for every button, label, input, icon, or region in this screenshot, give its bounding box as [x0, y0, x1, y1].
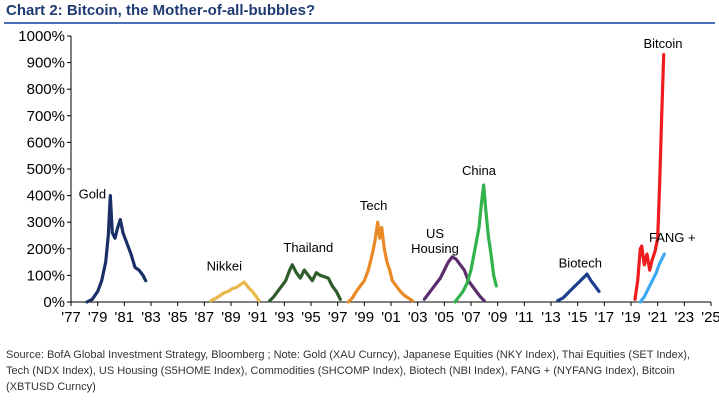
series-label-bitcoin: Bitcoin [643, 36, 682, 51]
series-line-biotech [556, 272, 601, 303]
x-tick-label: '23 [675, 309, 695, 326]
x-tick-label: '19 [621, 309, 641, 326]
series-line-tech [346, 220, 414, 304]
x-tick-label: '89 [221, 309, 241, 326]
series-labels: Gold Nikkei Thailand Tech US Housing China Biot… [79, 36, 696, 274]
series-label-thailand: Thailand [283, 240, 333, 255]
series-line-china [453, 183, 498, 304]
chart-title: Chart 2: Bitcoin, the Mother-of-all-bubb… [6, 2, 316, 19]
x-tick-label: '79 [88, 309, 108, 326]
bubble-chart: 0% 100% 200% 300% 400% 500% 600% 700% 800% 900% 10… [18, 28, 719, 326]
series-line-gold [85, 194, 148, 304]
series-label-china: China [462, 163, 497, 178]
x-tick-label: '11 [515, 309, 533, 326]
x-tick-label: '81 [115, 309, 135, 326]
x-tick-label: '91 [248, 309, 268, 326]
x-tick-label: '13 [541, 309, 561, 326]
title-underline [4, 22, 715, 24]
x-tick-label: '97 [328, 309, 348, 326]
source-note: Source: BofA Global Investment Strategy,… [6, 349, 690, 393]
x-tick-label: '93 [275, 309, 295, 326]
y-tick-label: 1000% [18, 28, 65, 45]
series-line-nikkei [209, 280, 261, 303]
y-tick-label: 500% [27, 161, 65, 178]
x-tick-label: '09 [488, 309, 508, 326]
x-tick-label: '21 [648, 309, 668, 326]
x-tick-label: '05 [435, 309, 455, 326]
x-tick-label: '01 [381, 309, 401, 326]
axes: 0% 100% 200% 300% 400% 500% 600% 700% 800% 900% 10… [18, 28, 719, 326]
x-tick-label: '85 [168, 309, 188, 326]
y-tick-label: 300% [27, 214, 65, 231]
series-line-thailand [268, 263, 342, 303]
x-tick-label: '03 [408, 309, 428, 326]
series-label-biotech: Biotech [559, 255, 602, 270]
x-tick-label: '95 [301, 309, 321, 326]
x-tick-label: '07 [461, 309, 481, 326]
y-tick-label: 400% [27, 188, 65, 205]
x-tick-label: '77 [61, 309, 81, 326]
series-lines [85, 53, 666, 304]
series-label-nikkei: Nikkei [207, 259, 243, 274]
series-label-gold: Gold [79, 186, 106, 201]
series-line-us-housing [422, 255, 486, 303]
x-tick-label: '83 [141, 309, 161, 326]
x-tick-label: '15 [568, 309, 588, 326]
y-tick-label: 0% [43, 294, 65, 311]
y-tick-label: 900% [27, 55, 65, 72]
series-label-us-housing: US Housing [411, 226, 459, 256]
y-tick-label: 200% [27, 241, 65, 258]
x-tick-label: '17 [595, 309, 615, 326]
x-tick-label: '25 [701, 309, 719, 326]
y-tick-label: 800% [27, 81, 65, 98]
series-line-bitcoin [633, 53, 666, 301]
y-tick-label: 100% [27, 267, 65, 284]
y-tick-label: 700% [27, 108, 65, 125]
series-label-fang: FANG + [649, 230, 696, 245]
y-tick-label: 600% [27, 134, 65, 151]
series-line-fang [638, 252, 666, 304]
x-tick-label: '99 [355, 309, 375, 326]
series-label-tech: Tech [360, 198, 387, 213]
x-tick-label: '87 [195, 309, 215, 326]
